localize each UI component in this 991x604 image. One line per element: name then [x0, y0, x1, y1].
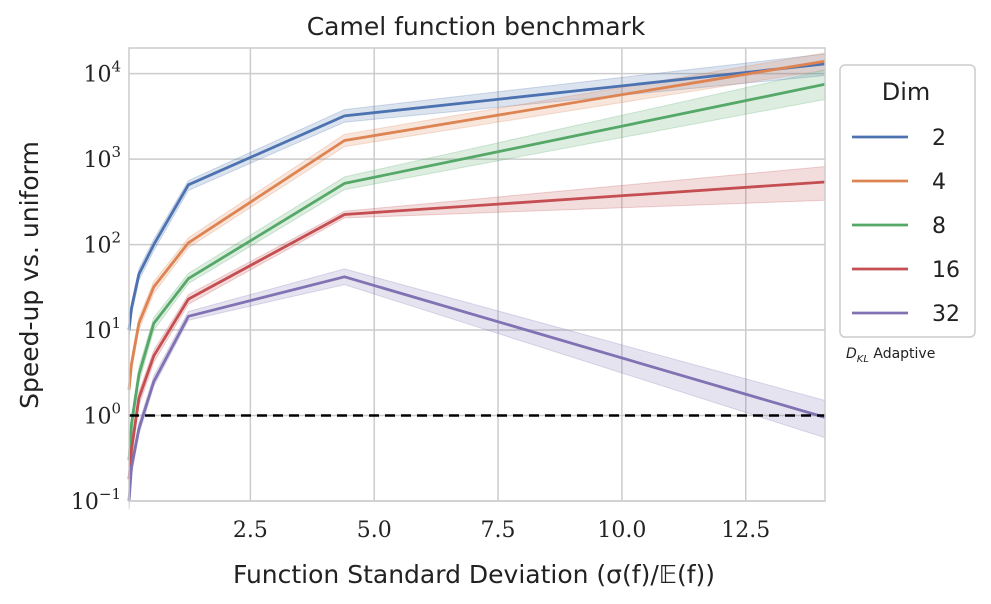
y-tick-label: 103 [83, 143, 121, 173]
legend-label-dim-16: 16 [932, 258, 960, 283]
y-tick-base: 10 [83, 405, 111, 430]
x-axis-label: Function Standard Deviation (σ(f)/𝔼(f)) [233, 560, 715, 589]
legend-note-sub: KL [857, 354, 869, 365]
x-tick-label: 5.0 [357, 518, 392, 543]
legend-label-dim-2: 2 [932, 126, 946, 151]
y-tick-base: 10 [71, 490, 99, 515]
legend-title: Dim [882, 78, 931, 106]
y-tick-label: 104 [83, 58, 121, 88]
x-tick-labels: 2.5 5.0 7.5 10.0 12.5 [233, 518, 770, 543]
y-tick-exp: 3 [111, 143, 121, 161]
y-tick-exp: 0 [111, 400, 121, 418]
y-tick-exp: −1 [99, 485, 121, 503]
y-tick-label: 102 [83, 229, 121, 259]
y-tick-exp: 4 [111, 58, 121, 76]
x-tick-label: 2.5 [233, 518, 268, 543]
series-lines [127, 59, 826, 502]
y-tick-base: 10 [83, 234, 111, 259]
x-tick-label: 12.5 [721, 518, 770, 543]
y-tick-label: 101 [83, 314, 121, 344]
series-line-dim-4 [127, 59, 826, 390]
legend-label-dim-8: 8 [932, 214, 946, 239]
y-tick-base: 10 [83, 319, 111, 344]
y-tick-base: 10 [83, 148, 111, 173]
legend: Dim 2 4 8 16 32 [839, 64, 976, 338]
chart-title: Camel function benchmark [307, 12, 646, 41]
series-line-dim-32 [127, 275, 826, 502]
legend-label-dim-32: 32 [932, 302, 960, 327]
y-tick-exp: 2 [111, 229, 121, 247]
series-line-dim-8 [127, 82, 826, 461]
legend-note-rest: Adaptive [869, 346, 935, 362]
legend-items: 2 4 8 16 32 [852, 126, 960, 327]
series-line-dim-16 [127, 180, 826, 480]
y-tick-base: 10 [83, 63, 111, 88]
legend-label-dim-4: 4 [932, 170, 946, 195]
y-axis-label: Speed-up vs. uniform [15, 141, 44, 409]
y-tick-exp: 1 [111, 314, 121, 332]
series-line-dim-2 [127, 62, 826, 331]
legend-note: DKL Adaptive [846, 346, 935, 365]
y-tick-label: 10−1 [71, 485, 121, 515]
x-tick-label: 7.5 [481, 518, 516, 543]
y-tick-label: 100 [83, 400, 121, 430]
x-tick-label: 10.0 [597, 518, 646, 543]
plot-frame [128, 47, 826, 502]
legend-note-main: D [846, 346, 857, 362]
